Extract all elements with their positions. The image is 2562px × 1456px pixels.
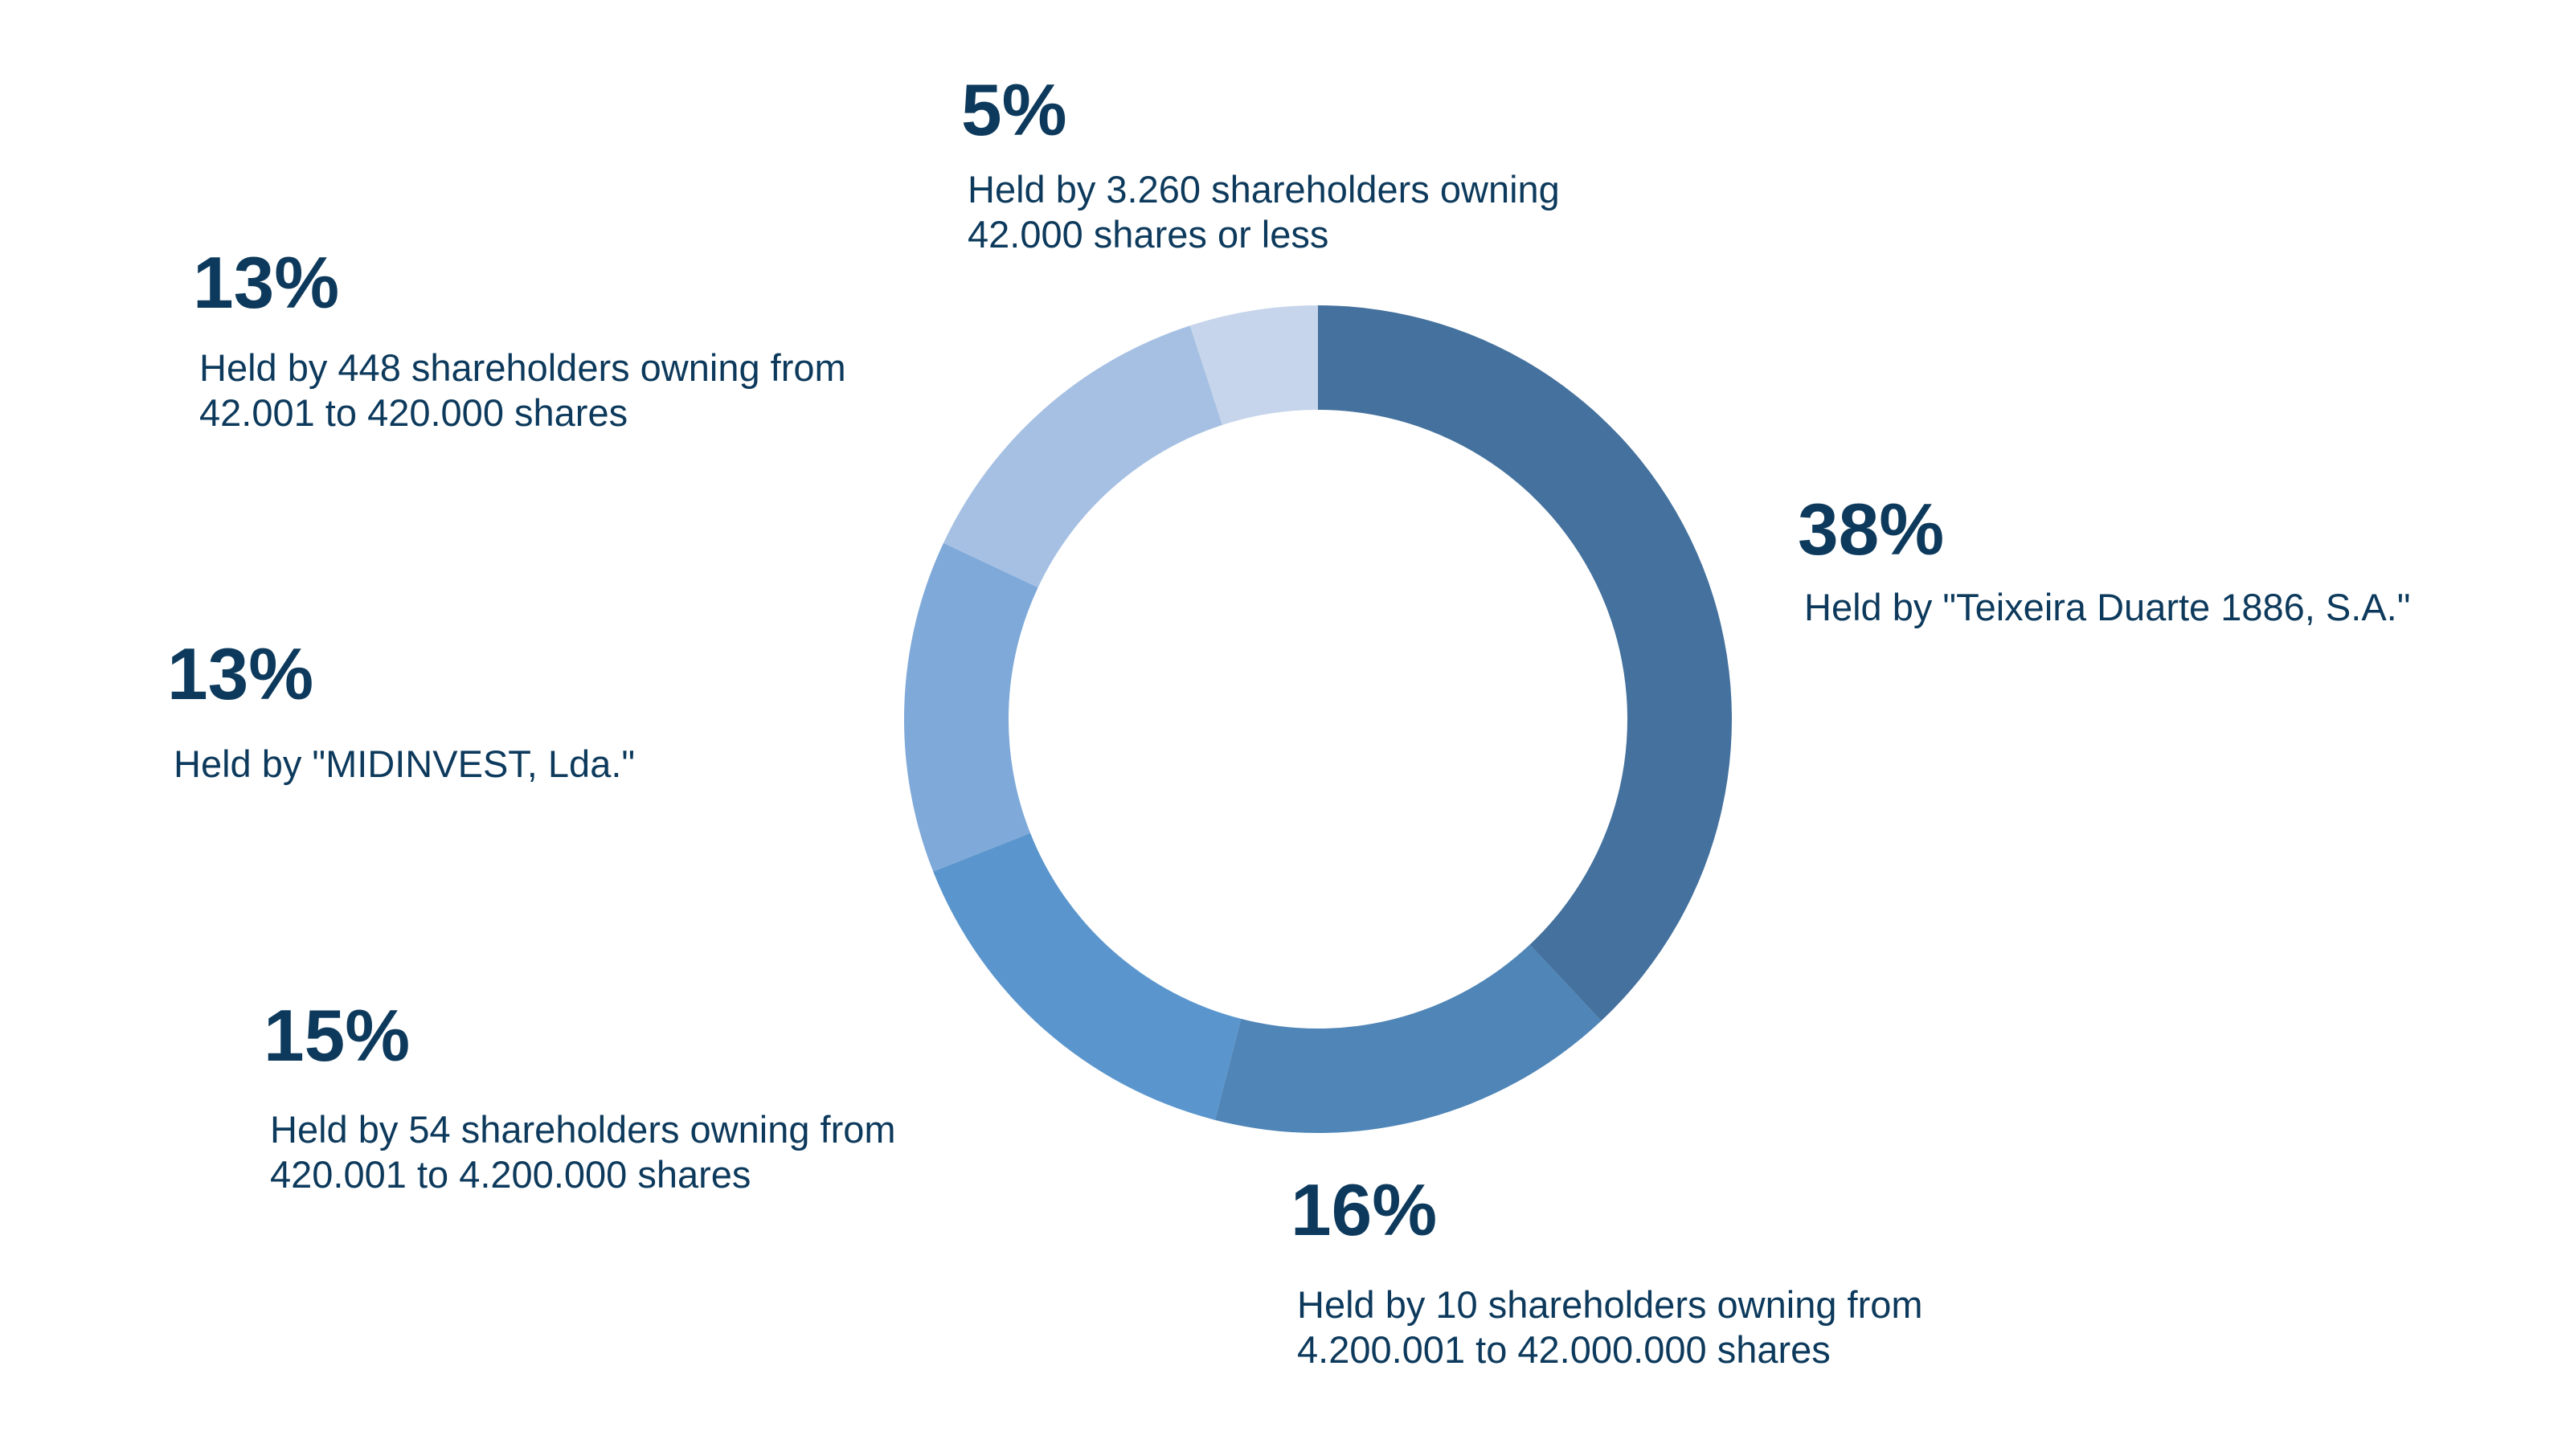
donut-slice xyxy=(1318,305,1732,1021)
slice-labels: 38% Held by "Teixeira Duarte 1886, S.A." 1… xyxy=(167,70,2410,1371)
slice-description-line: 42.001 to 420.000 shares xyxy=(199,391,628,434)
slice-description-line: Held by "MIDINVEST, Lda." xyxy=(174,742,635,785)
slice-description-line: Held by 3.260 shareholders owning xyxy=(968,168,1560,211)
slice-percent-label: 13% xyxy=(167,634,313,715)
slice-description-line: 4.200.001 to 42.000.000 shares xyxy=(1297,1328,1831,1371)
donut-slice xyxy=(943,325,1223,588)
slice-description-line: Held by "Teixeira Duarte 1886, S.A." xyxy=(1804,586,2410,628)
donut-slice xyxy=(933,832,1242,1120)
slice-percent-label: 5% xyxy=(961,70,1067,151)
slice-description-line: 420.001 to 4.200.000 shares xyxy=(270,1153,751,1196)
donut-slice xyxy=(1214,944,1602,1133)
donut-slice xyxy=(904,542,1038,872)
slice-description-line: Held by 10 shareholders owning from xyxy=(1297,1283,1923,1326)
donut-slice xyxy=(1189,305,1318,425)
slice-percent-label: 15% xyxy=(264,996,410,1077)
slice-percent-label: 38% xyxy=(1798,489,1944,571)
slice-description-line: Held by 54 shareholders owning from xyxy=(270,1108,896,1151)
slice-description-line: Held by 448 shareholders owning from xyxy=(199,346,846,389)
slice-percent-label: 16% xyxy=(1291,1170,1437,1251)
slice-percent-label: 13% xyxy=(193,243,339,324)
slice-description-line: 42.000 shares or less xyxy=(968,213,1328,256)
donut-slices xyxy=(904,305,1732,1133)
